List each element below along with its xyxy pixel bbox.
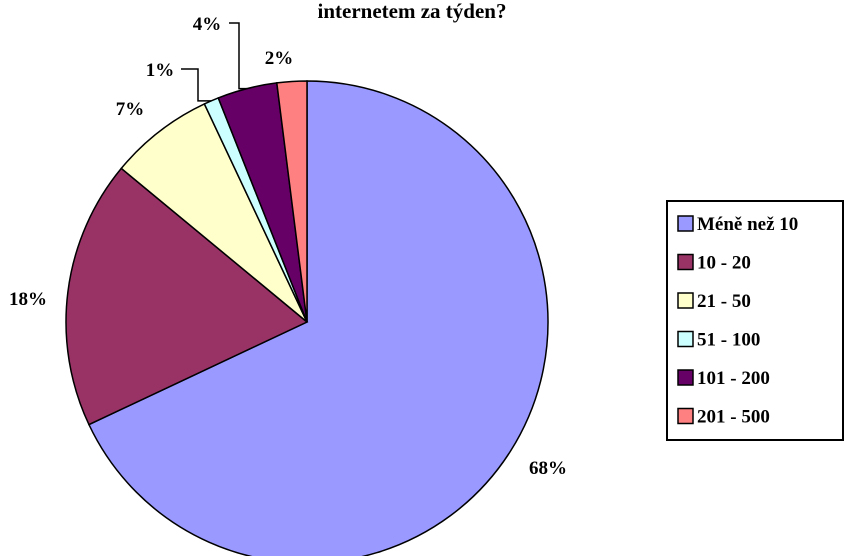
pie-slice [275,80,308,323]
data-label: 1% [146,60,175,81]
data-label: 4% [193,14,222,35]
leader-line [229,22,248,90]
legend-label: Méně než 10 [697,214,798,235]
legend-swatch [677,407,694,425]
legend-swatch [677,330,694,348]
data-label: 2% [265,48,294,69]
chart-title: internetem za týden? [318,0,507,23]
legend-label: 10 - 20 [697,253,751,274]
legend-label: 51 - 100 [697,330,760,351]
data-label: 7% [116,99,145,120]
data-label: 68% [529,458,567,479]
pie-slice [120,102,308,323]
legend-box [666,200,844,441]
legend-swatch [677,215,694,232]
legend-label: 101 - 200 [697,368,770,389]
legend-swatch [677,292,694,309]
data-label: 18% [9,289,47,310]
legend-swatch [677,253,694,271]
legend-label: 201 - 500 [697,407,770,428]
legend-label: 21 - 50 [697,291,751,312]
leader-line [181,68,212,102]
pie-slice [65,167,309,426]
pie-slice [87,80,549,556]
legend-swatch [677,369,694,386]
